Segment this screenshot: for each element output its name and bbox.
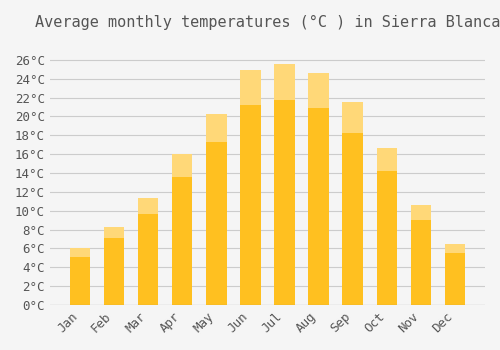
Bar xyxy=(206,113,227,305)
Bar xyxy=(376,147,397,305)
Bar xyxy=(172,154,193,305)
Bar xyxy=(308,73,329,305)
Bar xyxy=(308,73,329,108)
Bar xyxy=(342,102,363,133)
Bar xyxy=(274,64,294,100)
Title: Average monthly temperatures (°C ) in Sierra Blanca: Average monthly temperatures (°C ) in Si… xyxy=(34,15,500,30)
Bar xyxy=(138,198,158,305)
Bar xyxy=(240,70,260,105)
Bar xyxy=(445,244,465,253)
Bar xyxy=(376,147,397,171)
Bar xyxy=(445,244,465,305)
Bar xyxy=(206,113,227,142)
Bar xyxy=(274,64,294,305)
Bar xyxy=(70,248,90,305)
Bar xyxy=(172,154,193,177)
Bar xyxy=(104,227,124,305)
Bar xyxy=(342,102,363,305)
Bar xyxy=(240,70,260,305)
Bar xyxy=(70,248,90,257)
Bar xyxy=(138,198,158,215)
Bar xyxy=(104,227,124,238)
Bar xyxy=(410,205,431,305)
Bar xyxy=(410,205,431,220)
